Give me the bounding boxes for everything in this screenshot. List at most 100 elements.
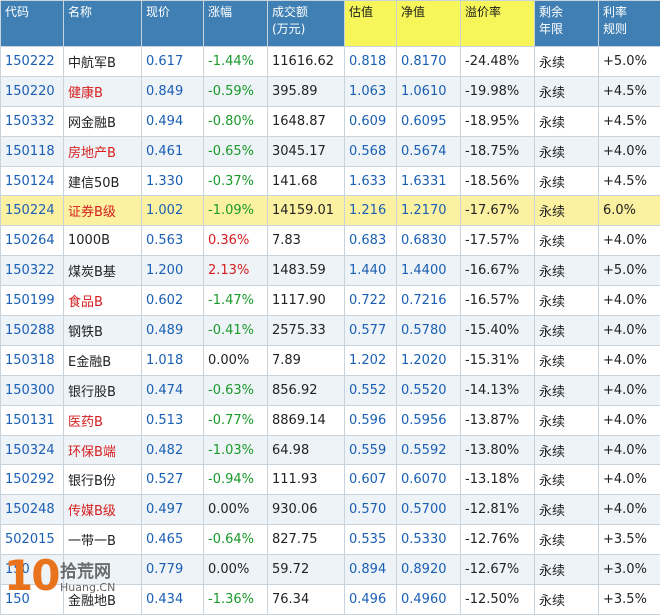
cell-price: 1.002 — [142, 196, 204, 226]
cell-nav: 1.4400 — [397, 256, 461, 286]
cell-name: 房地产B — [64, 136, 142, 166]
column-header-nav[interactable]: 净值 — [397, 1, 461, 47]
cell-rate: +4.0% — [599, 465, 660, 495]
column-header-change[interactable]: 涨幅 — [204, 1, 268, 47]
watermark-domain: Huang.CN — [60, 581, 115, 594]
cell-name: 钢铁B — [64, 316, 142, 346]
cell-nav: 0.5330 — [397, 525, 461, 555]
cell-est: 0.552 — [345, 375, 397, 405]
cell-term: 永续 — [535, 76, 599, 106]
cell-premium: -13.80% — [461, 435, 535, 465]
cell-est: 1.216 — [345, 196, 397, 226]
cell-premium: -18.95% — [461, 106, 535, 136]
cell-est: 0.722 — [345, 286, 397, 316]
column-header-est[interactable]: 估值 — [345, 1, 397, 47]
cell-rate: +4.0% — [599, 375, 660, 405]
cell-term: 永续 — [535, 435, 599, 465]
cell-term: 永续 — [535, 405, 599, 435]
cell-premium: -17.67% — [461, 196, 535, 226]
cell-name: 银行B份 — [64, 465, 142, 495]
cell-term: 永续 — [535, 375, 599, 405]
cell-volume: 8869.14 — [268, 405, 345, 435]
column-header-term[interactable]: 剩余年限 — [535, 1, 599, 47]
cell-nav: 0.4960 — [397, 585, 461, 615]
cell-name: 环保B端 — [64, 435, 142, 465]
table-header: 代码名称现价涨幅成交额(万元)估值净值溢价率剩余年限利率规则 — [1, 1, 660, 47]
column-header-name[interactable]: 名称 — [64, 1, 142, 47]
cell-term: 永续 — [535, 256, 599, 286]
cell-volume: 827.75 — [268, 525, 345, 555]
cell-volume: 11616.62 — [268, 47, 345, 77]
cell-nav: 0.5956 — [397, 405, 461, 435]
cell-name: 1000B — [64, 226, 142, 256]
cell-name: 中航军B — [64, 47, 142, 77]
cell-code: 150222 — [1, 47, 64, 77]
cell-volume: 930.06 — [268, 495, 345, 525]
cell-premium: -16.67% — [461, 256, 535, 286]
cell-term: 永续 — [535, 525, 599, 555]
cell-price: 0.563 — [142, 226, 204, 256]
cell-est: 0.607 — [345, 465, 397, 495]
column-header-code[interactable]: 代码 — [1, 1, 64, 47]
cell-rate: +4.5% — [599, 166, 660, 196]
cell-term: 永续 — [535, 106, 599, 136]
cell-change: -1.44% — [204, 47, 268, 77]
cell-price: 0.461 — [142, 136, 204, 166]
cell-rate: +3.5% — [599, 585, 660, 615]
cell-price: 0.779 — [142, 555, 204, 585]
cell-term: 永续 — [535, 495, 599, 525]
cell-term: 永续 — [535, 47, 599, 77]
cell-name: 传媒B级 — [64, 495, 142, 525]
cell-code: 150318 — [1, 345, 64, 375]
cell-est: 0.559 — [345, 435, 397, 465]
cell-nav: 0.5674 — [397, 136, 461, 166]
cell-premium: -15.40% — [461, 316, 535, 346]
cell-premium: -16.57% — [461, 286, 535, 316]
column-header-premium[interactable]: 溢价率 — [461, 1, 535, 47]
cell-volume: 141.68 — [268, 166, 345, 196]
watermark-site-name: 拾荒网 — [60, 557, 111, 582]
cell-price: 0.465 — [142, 525, 204, 555]
column-header-volume[interactable]: 成交额(万元) — [268, 1, 345, 47]
cell-premium: -18.75% — [461, 136, 535, 166]
cell-term: 永续 — [535, 196, 599, 226]
cell-rate: +4.0% — [599, 345, 660, 375]
cell-nav: 0.5592 — [397, 435, 461, 465]
cell-name: 一带一B — [64, 525, 142, 555]
cell-rate: +4.5% — [599, 76, 660, 106]
cell-term: 永续 — [535, 166, 599, 196]
column-header-price[interactable]: 现价 — [142, 1, 204, 47]
cell-est: 0.818 — [345, 47, 397, 77]
cell-code: 150124 — [1, 166, 64, 196]
cell-rate: +3.5% — [599, 525, 660, 555]
cell-rate: +4.0% — [599, 435, 660, 465]
cell-change: -0.41% — [204, 316, 268, 346]
cell-change: 0.00% — [204, 495, 268, 525]
cell-code: 150118 — [1, 136, 64, 166]
cell-premium: -12.50% — [461, 585, 535, 615]
site-watermark: 10 拾荒网 Huang.CN — [0, 553, 150, 605]
cell-premium: -13.18% — [461, 465, 535, 495]
cell-name: 建信50B — [64, 166, 142, 196]
column-header-rate[interactable]: 利率规则 — [599, 1, 660, 47]
cell-est: 0.570 — [345, 495, 397, 525]
cell-code: 150224 — [1, 196, 64, 226]
